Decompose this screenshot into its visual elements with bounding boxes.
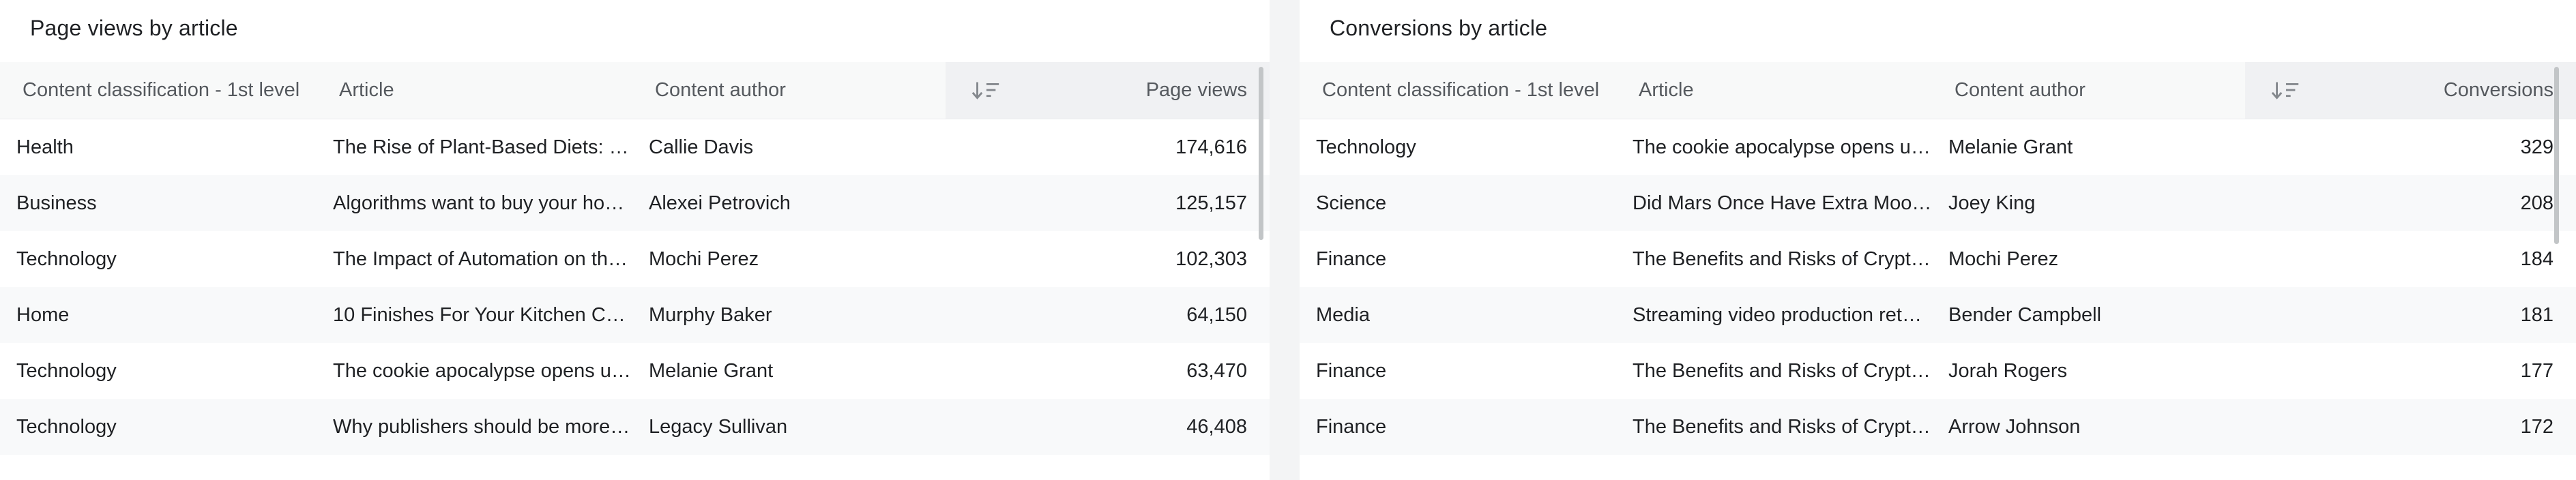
table-row: Finance The Benefits and Risks of Crypto…… (1300, 343, 2576, 399)
cell-metric: 174,616 (1175, 136, 1247, 158)
cell-article: The Benefits and Risks of Crypto… (1633, 416, 1932, 438)
cell-classification: Home (16, 304, 70, 326)
table-row: Technology The Impact of Automation on th… (0, 231, 1270, 287)
cell-article: The cookie apocalypse opens u… (1633, 136, 1931, 158)
cell-classification: Technology (16, 416, 117, 438)
column-header-author[interactable]: Content author (655, 79, 786, 101)
column-header-article[interactable]: Article (1639, 79, 1694, 101)
cell-article: The Rise of Plant-Based Diets: B… (333, 136, 632, 158)
cell-author: Arrow Johnson (1948, 416, 2081, 438)
table-header-row: Content classification - 1st level Artic… (1300, 62, 2576, 119)
cell-author: Callie Davis (649, 136, 754, 158)
cell-metric: 102,303 (1175, 248, 1247, 270)
column-header-classification[interactable]: Content classification - 1st level (1322, 79, 1600, 101)
cell-classification: Finance (1316, 248, 1387, 270)
cell-author: Murphy Baker (649, 304, 772, 326)
cell-author: Alexei Petrovich (649, 192, 791, 214)
cell-classification: Science (1316, 192, 1387, 214)
column-header-classification[interactable]: Content classification - 1st level (23, 79, 300, 101)
table-row: Science Did Mars Once Have Extra Moon… Joe… (1300, 175, 2576, 231)
cell-article: The Benefits and Risks of Crypto… (1633, 248, 1932, 270)
cell-metric: 64,150 (1186, 304, 1247, 326)
cell-author: Jorah Rogers (1948, 360, 2068, 382)
cell-classification: Media (1316, 304, 1370, 326)
cell-author: Melanie Grant (1948, 136, 2073, 158)
conversions-card: Conversions by article Content classific… (1300, 0, 2576, 480)
cell-classification: Technology (16, 248, 117, 270)
table-row: Health The Rise of Plant-Based Diets: B… C… (0, 119, 1270, 175)
cell-author: Mochi Perez (1948, 248, 2059, 270)
column-header-metric-label: Conversions (2443, 79, 2553, 101)
card-title: Conversions by article (1330, 16, 1548, 40)
cell-classification: Technology (16, 360, 117, 382)
table-row: Technology Why publishers should be more … (0, 399, 1270, 455)
column-header-metric[interactable]: Conversions (2245, 62, 2576, 119)
table-row: Media Streaming video production ret… Bend… (1300, 287, 2576, 343)
table-row: Home 10 Finishes For Your Kitchen Ca… Murp… (0, 287, 1270, 343)
vertical-scrollbar-thumb[interactable] (2554, 67, 2559, 244)
table-row: Business Algorithms want to buy your ho… A… (0, 175, 1270, 231)
column-header-metric[interactable]: Page views (946, 62, 1270, 119)
cell-metric: 184 (2520, 248, 2553, 270)
column-header-article[interactable]: Article (339, 79, 394, 101)
cell-article: Algorithms want to buy your ho… (333, 192, 625, 214)
cell-article: The Benefits and Risks of Crypto… (1633, 360, 1932, 382)
cell-metric: 329 (2520, 136, 2553, 158)
cell-metric: 172 (2520, 416, 2553, 438)
cell-metric: 63,470 (1186, 360, 1247, 382)
page-views-card: Page views by article Content classifica… (0, 0, 1270, 480)
table-row: Finance The Benefits and Risks of Crypto…… (1300, 231, 2576, 287)
cell-article: Streaming video production ret… (1633, 304, 1922, 326)
cell-metric: 177 (2520, 360, 2553, 382)
sort-descending-icon (970, 80, 1001, 102)
table-row: Finance The Benefits and Risks of Crypto…… (1300, 399, 2576, 455)
table-row: Technology The cookie apocalypse opens u…… (1300, 119, 2576, 175)
table-body: Technology The cookie apocalypse opens u…… (1300, 119, 2576, 455)
cell-author: Mochi Perez (649, 248, 759, 270)
cell-author: Melanie Grant (649, 360, 774, 382)
cell-article: Did Mars Once Have Extra Moon… (1633, 192, 1932, 214)
cell-classification: Technology (1316, 136, 1416, 158)
column-header-author[interactable]: Content author (1955, 79, 2085, 101)
table-row: Technology The cookie apocalypse opens u…… (0, 343, 1270, 399)
card-title: Page views by article (30, 16, 238, 40)
cell-author: Bender Campbell (1948, 304, 2102, 326)
table-header-row: Content classification - 1st level Artic… (0, 62, 1270, 119)
cell-article: 10 Finishes For Your Kitchen Ca… (333, 304, 632, 326)
table-body: Health The Rise of Plant-Based Diets: B… C… (0, 119, 1270, 455)
cell-article: Why publishers should be more … (333, 416, 632, 438)
vertical-scrollbar-thumb[interactable] (1259, 67, 1263, 240)
cell-author: Legacy Sullivan (649, 416, 788, 438)
cell-metric: 208 (2520, 192, 2553, 214)
cell-classification: Health (16, 136, 74, 158)
cell-classification: Business (16, 192, 97, 214)
cell-classification: Finance (1316, 416, 1387, 438)
cell-metric: 125,157 (1175, 192, 1247, 214)
cell-article: The cookie apocalypse opens u… (333, 360, 631, 382)
column-header-metric-label: Page views (1145, 79, 1247, 101)
sort-descending-icon (2270, 80, 2301, 102)
cell-metric: 181 (2520, 304, 2553, 326)
cell-classification: Finance (1316, 360, 1387, 382)
cell-metric: 46,408 (1186, 416, 1247, 438)
cell-author: Joey King (1948, 192, 2036, 214)
cell-article: The Impact of Automation on th… (333, 248, 628, 270)
